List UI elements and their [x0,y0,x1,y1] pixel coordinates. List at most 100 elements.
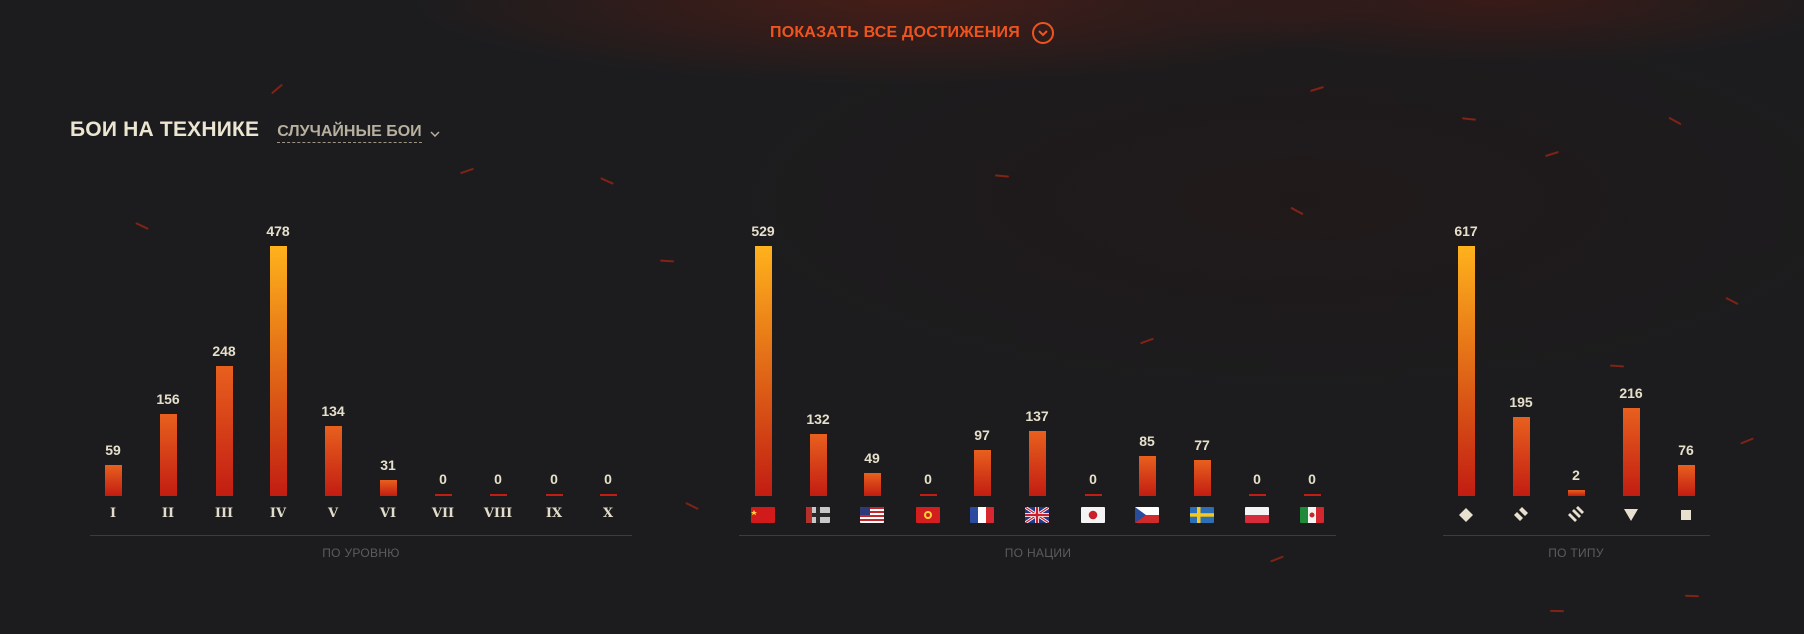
bar [863,472,881,496]
bar [269,246,287,496]
tick-label: V [327,506,339,521]
section-header: БОИ НА ТЕХНИКЕ СЛУЧАЙНЫЕ БОИ [70,118,440,143]
tick-label: VI [379,506,397,521]
show-all-achievements-label: ПОКАЗАТЬ ВСЕ ДОСТИЖЕНИЯ [770,24,1020,41]
battle-mode-label: СЛУЧАЙНЫЕ БОИ [277,123,422,143]
tick-label: VIII [483,506,513,521]
bar-value-label: 132 [806,410,830,427]
bar-value-label: 617 [1454,223,1478,239]
sweden-flag [1190,507,1214,523]
bar-value-label: 0 [550,471,558,487]
heavy-tank-icon [1565,506,1587,524]
bar [1303,494,1321,496]
spark-particle [1740,437,1754,445]
ussr-flag [751,507,775,523]
spark-particle [1609,364,1625,368]
bar [324,425,342,496]
bar [1084,494,1102,496]
bar-value-label: 529 [751,223,775,239]
spark-particle [135,222,149,230]
bar-value-label: 59 [105,442,121,459]
germany-flag [806,507,830,523]
spark-particle [1684,594,1700,598]
show-all-achievements-button[interactable]: ПОКАЗАТЬ ВСЕ ДОСТИЖЕНИЯ [770,20,1054,46]
bar-value-label: 248 [212,343,236,360]
section-title: БОИ НА ТЕХНИКЕ [70,118,260,141]
bar-value-label: 97 [974,427,990,444]
bar-value-label: 0 [494,471,502,487]
bar [434,494,452,496]
tick-label: II [161,506,175,521]
spark-particle [270,83,284,95]
spark-particle [1545,150,1559,158]
czech-flag [1135,507,1159,523]
spark-particle [685,502,699,510]
bar-value-label: 137 [1025,408,1049,425]
bar-value-label: 49 [864,449,880,466]
tick-label: IX [545,506,563,521]
spark-particle [1549,609,1565,613]
bar [599,494,617,496]
bar [1138,455,1156,496]
bar [104,465,122,496]
bar [1193,459,1211,496]
bar-value-label: 0 [604,471,612,487]
tank-destroyer-icon [1620,506,1642,524]
spg-icon [1675,506,1697,524]
axis-title: ПО УРОВНЮ [322,546,400,560]
bar [754,246,772,496]
spark-particle [659,259,675,263]
tick-label: X [602,506,614,521]
china-flag [916,507,940,523]
france-flag [970,507,994,523]
spark-particle [1270,555,1284,563]
bar-value-label: 134 [321,402,345,419]
axis-line [90,535,632,536]
italy-flag [1300,507,1324,523]
bar-value-label: 2 [1572,467,1580,483]
bar [379,479,397,496]
bar-value-label: 77 [1194,436,1210,453]
bar [215,366,233,496]
bar-value-label: 478 [266,223,290,239]
bar [973,450,991,496]
bar-value-label: 0 [1089,471,1097,487]
bar [1622,408,1640,496]
medium-tank-icon [1510,506,1532,524]
chevron-down-icon [430,124,440,142]
spark-particle [600,177,614,185]
bar-value-label: 0 [439,471,447,487]
uk-flag [1025,507,1049,523]
spark-particle [994,174,1010,178]
tick-label: III [214,506,234,521]
bar-value-label: 0 [924,471,932,487]
spark-particle [1668,116,1682,126]
battle-mode-dropdown[interactable]: СЛУЧАЙНЫЕ БОИ [277,123,440,143]
chevron-down-circle-icon [1031,22,1054,44]
tick-label: I [109,506,117,521]
light-tank-icon [1455,506,1477,524]
bar-value-label: 85 [1139,432,1155,449]
spark-particle [460,167,474,175]
bar [1248,494,1266,496]
bar-value-label: 31 [380,456,396,473]
japan-flag [1081,507,1105,523]
bar [1677,465,1695,496]
tick-label: IV [269,506,287,521]
bar [809,433,827,496]
poland-flag [1245,507,1269,523]
spark-particle [1140,337,1154,345]
bar [545,494,563,496]
tick-label: VII [431,506,455,521]
bar [1457,246,1475,496]
spark-particle [1310,85,1324,93]
bar-value-label: 0 [1308,471,1316,487]
bar [1028,431,1046,496]
spark-particle [1725,296,1739,306]
bar-value-label: 76 [1678,442,1694,459]
bar [489,494,507,496]
spark-particle [1290,206,1304,216]
axis-line [739,535,1336,536]
usa-flag [860,507,884,523]
axis-title: ПО НАЦИИ [1004,546,1072,560]
